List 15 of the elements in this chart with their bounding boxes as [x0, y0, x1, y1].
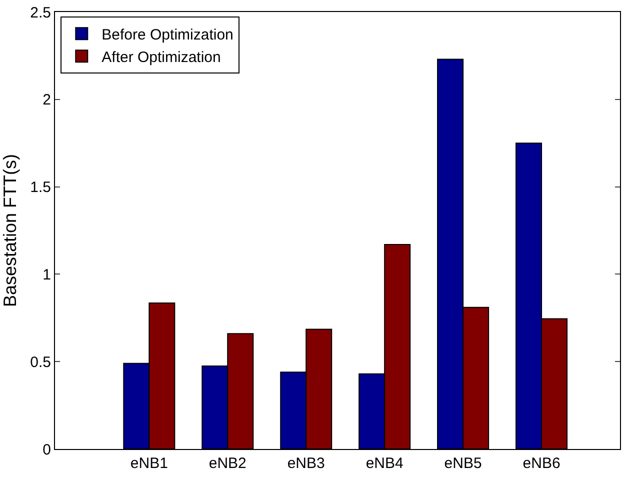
x-tick-label: eNB5 [444, 455, 482, 472]
y-tick-label: 2 [42, 92, 51, 109]
x-tick-label: eNB1 [130, 455, 168, 472]
x-tick-label: eNB3 [287, 455, 325, 472]
x-tick-label: eNB6 [522, 455, 560, 472]
y-tick-label: 1.5 [30, 179, 51, 196]
y-tick-label: 0.5 [30, 354, 51, 371]
y-tick-label: 2.5 [30, 4, 51, 22]
x-tick-label: eNB2 [208, 455, 246, 472]
y-axis-title: Basestation FTT(s) [0, 154, 20, 308]
x-tick-label: eNB4 [366, 455, 404, 472]
y-tick-label: 1 [42, 266, 51, 284]
y-tick-label: 0 [42, 441, 51, 458]
legend-label: Before Optimization [102, 26, 234, 44]
legend-label: After Optimization [102, 48, 221, 66]
